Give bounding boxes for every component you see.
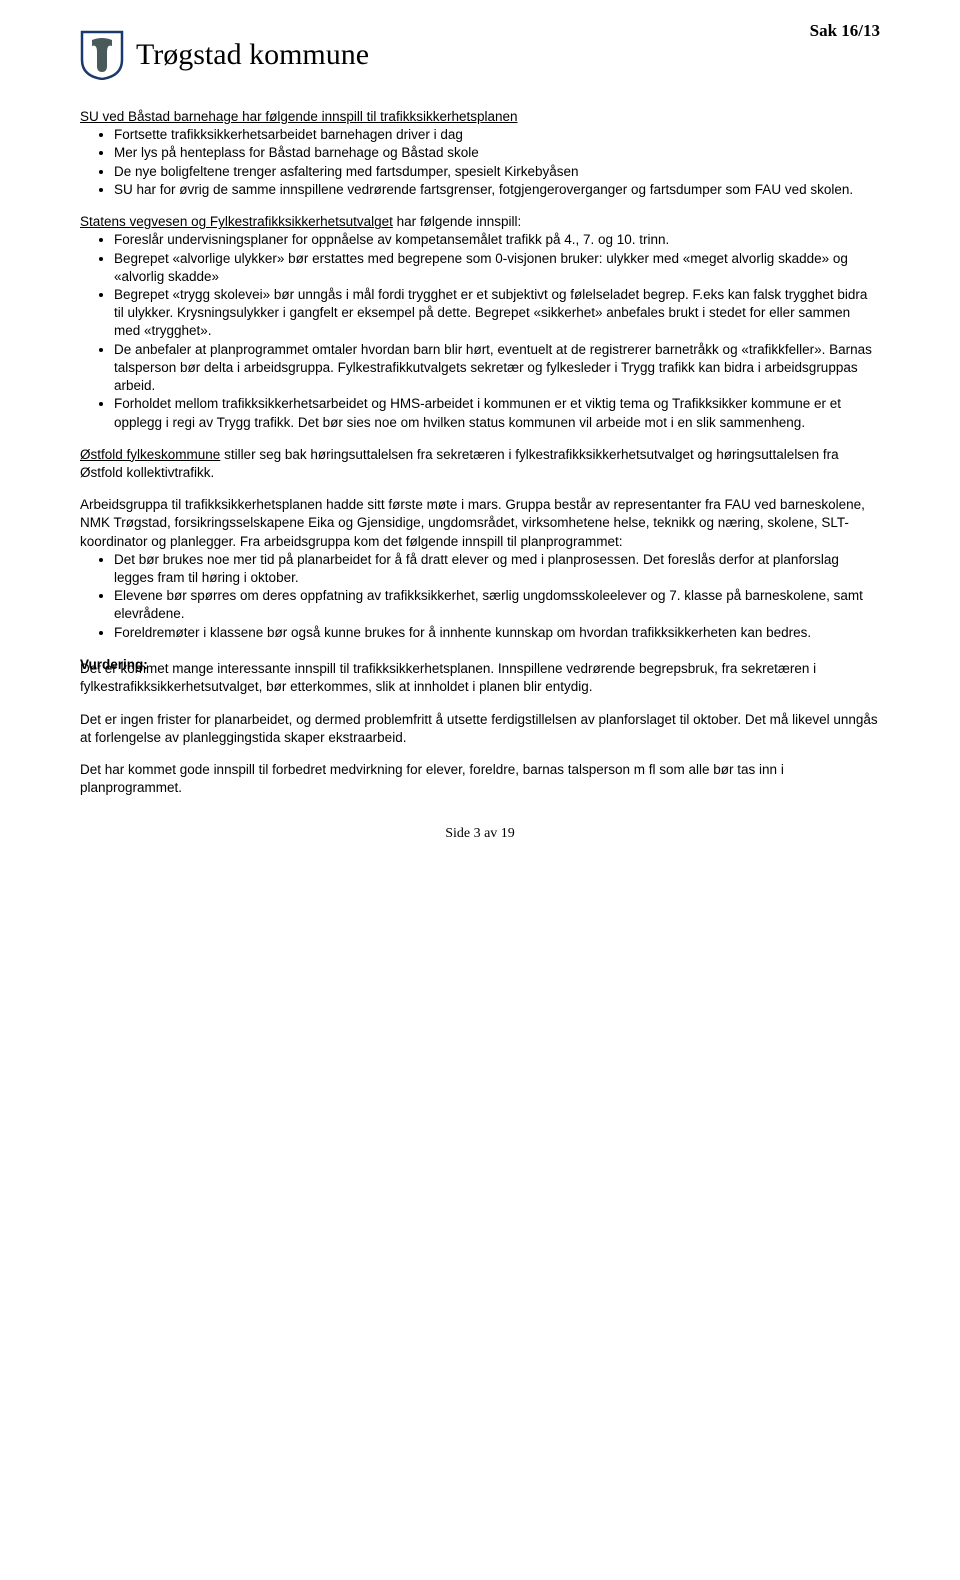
list-item: Mer lys på henteplass for Båstad barneha… (114, 144, 880, 162)
section-2-intro: Statens vegvesen og Fylkestrafikksikkerh… (80, 213, 880, 231)
list-item: SU har for øvrig de samme innspillene ve… (114, 181, 880, 199)
list-item: De anbefaler at planprogrammet omtaler h… (114, 341, 880, 396)
list-item: Fortsette trafikksikkerhetsarbeidet barn… (114, 126, 880, 144)
section-1-list: Fortsette trafikksikkerhetsarbeidet barn… (80, 126, 880, 199)
municipality-shield-icon (80, 30, 124, 80)
section-4-list: Det bør brukes noe mer tid på planarbeid… (80, 551, 880, 642)
list-item: Det bør brukes noe mer tid på planarbeid… (114, 551, 880, 587)
section-2-underline: Statens vegvesen og Fylkestrafikksikkerh… (80, 214, 393, 229)
vurdering-p3: Det har kommet gode innspill til forbedr… (80, 761, 880, 797)
page-footer: Side 3 av 19 (80, 825, 880, 844)
vurdering-p2: Det er ingen frister for planarbeidet, o… (80, 711, 880, 747)
case-reference: Sak 16/13 (810, 20, 880, 43)
list-item: De nye boligfeltene trenger asfaltering … (114, 163, 880, 181)
list-item: Foreslår undervisningsplaner for oppnåel… (114, 231, 880, 249)
section-1-intro: SU ved Båstad barnehage har følgende inn… (80, 108, 880, 126)
list-item: Begrepet «trygg skolevei» bør unngås i m… (114, 286, 880, 341)
section-1-underline: SU ved Båstad barnehage har følgende inn… (80, 109, 518, 124)
section-2-list: Foreslår undervisningsplaner for oppnåel… (80, 231, 880, 431)
section-4-intro: Arbeidsgruppa til trafikksikkerhetsplane… (80, 496, 880, 551)
section-3-underline: Østfold fylkeskommune (80, 447, 220, 462)
vurdering-p1: Det er kommet mange interessante innspil… (80, 660, 880, 696)
page-header: Trøgstad kommune Sak 16/13 (80, 30, 880, 80)
list-item: Foreldremøter i klassene bør også kunne … (114, 624, 880, 642)
section-2-rest: har følgende innspill: (393, 214, 521, 229)
list-item: Elevene bør spørres om deres oppfatning … (114, 587, 880, 623)
list-item: Begrepet «alvorlige ulykker» bør erstatt… (114, 250, 880, 286)
municipality-title: Trøgstad kommune (136, 35, 369, 76)
list-item: Forholdet mellom trafikksikkerhetsarbeid… (114, 395, 880, 431)
header-left: Trøgstad kommune (80, 30, 369, 80)
section-3: Østfold fylkeskommune stiller seg bak hø… (80, 446, 880, 482)
